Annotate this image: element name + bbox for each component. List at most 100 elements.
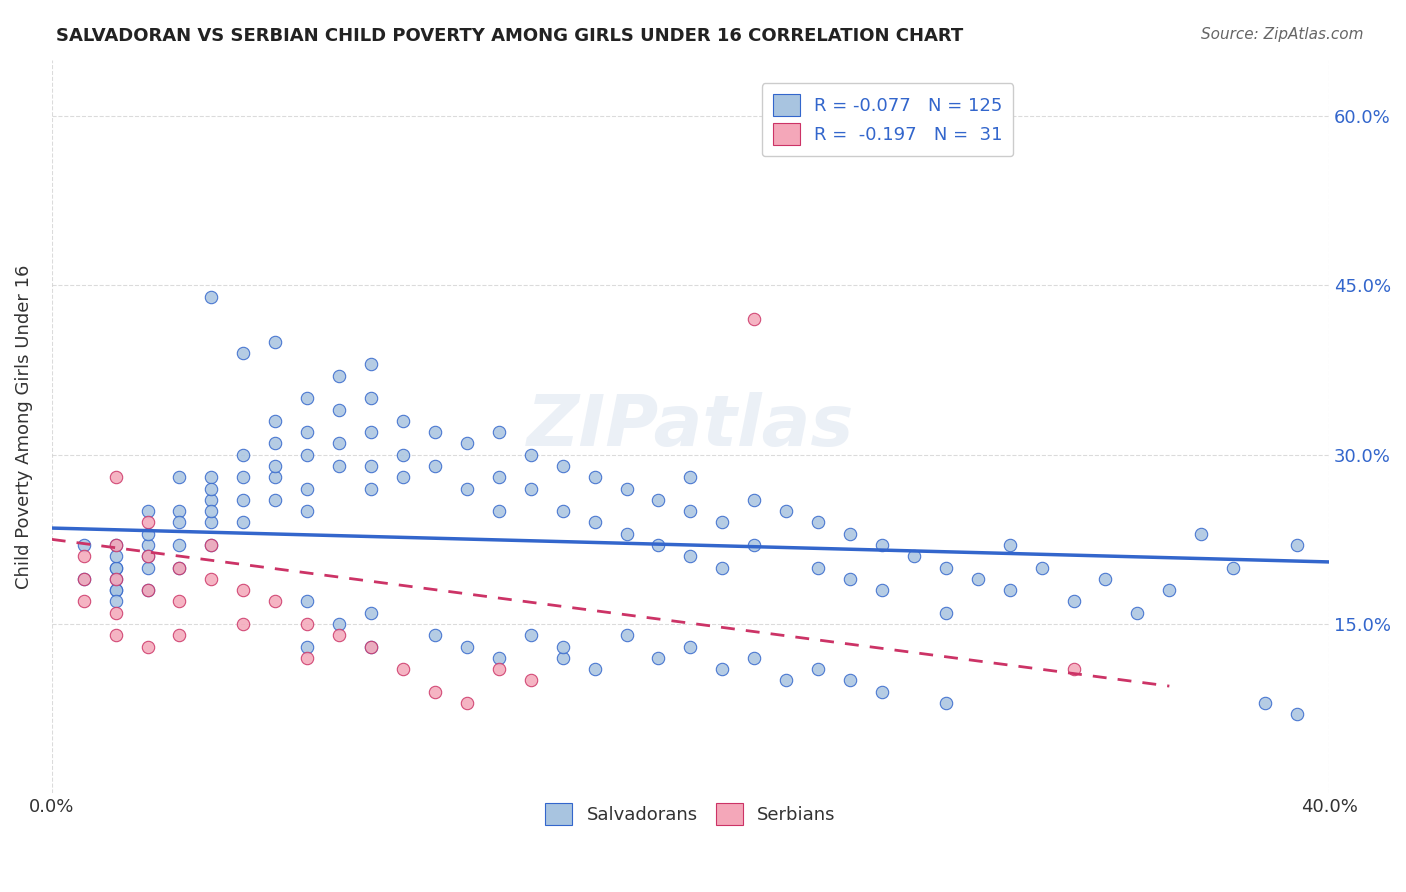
Point [200, 538, 222, 552]
Point [264, 414, 287, 428]
Point [136, 504, 159, 518]
Point [136, 538, 159, 552]
Point [295, 640, 318, 654]
Point [616, 628, 638, 642]
Point [775, 504, 797, 518]
Point [998, 583, 1021, 598]
Point [264, 436, 287, 450]
Point [647, 538, 669, 552]
Point [935, 606, 957, 620]
Point [360, 391, 382, 405]
Point [807, 662, 830, 676]
Point [1063, 662, 1085, 676]
Point [200, 538, 222, 552]
Point [392, 662, 415, 676]
Point [169, 504, 191, 518]
Point [104, 606, 127, 620]
Point [392, 448, 415, 462]
Point [392, 470, 415, 484]
Point [711, 516, 734, 530]
Point [295, 651, 318, 665]
Point [104, 470, 127, 484]
Point [73, 572, 96, 586]
Point [104, 594, 127, 608]
Point [360, 640, 382, 654]
Point [392, 414, 415, 428]
Point [711, 662, 734, 676]
Point [360, 482, 382, 496]
Point [870, 685, 893, 699]
Point [360, 640, 382, 654]
Point [169, 516, 191, 530]
Point [1063, 594, 1085, 608]
Point [264, 334, 287, 349]
Point [232, 448, 254, 462]
Point [488, 425, 510, 439]
Point [73, 594, 96, 608]
Point [551, 504, 574, 518]
Point [775, 673, 797, 688]
Point [423, 685, 446, 699]
Point [136, 640, 159, 654]
Point [742, 492, 765, 507]
Point [328, 617, 350, 632]
Point [807, 560, 830, 574]
Point [104, 538, 127, 552]
Point [839, 673, 862, 688]
Point [1126, 606, 1149, 620]
Point [295, 425, 318, 439]
Point [903, 549, 925, 564]
Point [1189, 526, 1212, 541]
Legend: Salvadorans, Serbians: Salvadorans, Serbians [534, 792, 846, 836]
Point [200, 492, 222, 507]
Point [328, 368, 350, 383]
Point [519, 448, 541, 462]
Point [136, 560, 159, 574]
Point [104, 560, 127, 574]
Point [73, 538, 96, 552]
Point [104, 628, 127, 642]
Point [169, 560, 191, 574]
Point [295, 594, 318, 608]
Point [742, 312, 765, 326]
Point [583, 662, 606, 676]
Point [104, 560, 127, 574]
Point [360, 606, 382, 620]
Point [232, 346, 254, 360]
Point [264, 594, 287, 608]
Point [742, 538, 765, 552]
Point [1094, 572, 1116, 586]
Point [169, 594, 191, 608]
Point [839, 526, 862, 541]
Point [169, 538, 191, 552]
Point [295, 448, 318, 462]
Point [679, 549, 702, 564]
Point [647, 492, 669, 507]
Text: SALVADORAN VS SERBIAN CHILD POVERTY AMONG GIRLS UNDER 16 CORRELATION CHART: SALVADORAN VS SERBIAN CHILD POVERTY AMON… [56, 27, 963, 45]
Point [519, 628, 541, 642]
Point [519, 482, 541, 496]
Point [679, 640, 702, 654]
Point [200, 504, 222, 518]
Point [328, 458, 350, 473]
Point [998, 538, 1021, 552]
Point [169, 560, 191, 574]
Point [616, 482, 638, 496]
Point [519, 673, 541, 688]
Point [295, 504, 318, 518]
Point [232, 470, 254, 484]
Point [1159, 583, 1181, 598]
Point [1286, 538, 1309, 552]
Point [200, 470, 222, 484]
Point [456, 640, 478, 654]
Point [966, 572, 988, 586]
Point [423, 458, 446, 473]
Point [73, 549, 96, 564]
Point [104, 572, 127, 586]
Point [264, 470, 287, 484]
Point [423, 425, 446, 439]
Point [935, 696, 957, 710]
Point [583, 516, 606, 530]
Point [104, 572, 127, 586]
Point [711, 560, 734, 574]
